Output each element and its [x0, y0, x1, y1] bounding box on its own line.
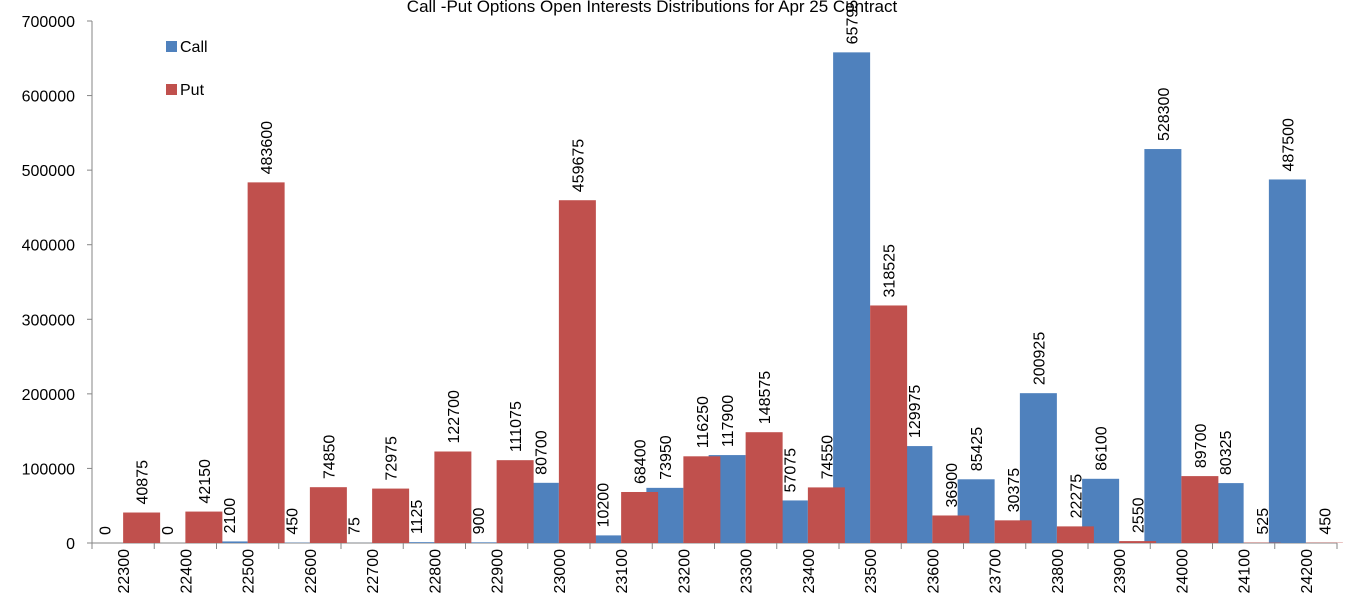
x-tick-label: 24100 — [1237, 549, 1254, 594]
data-label-call: 450 — [284, 508, 301, 535]
legend: Call Put — [166, 39, 208, 99]
data-label-put: 40875 — [135, 460, 152, 505]
data-label-put: 483600 — [259, 121, 276, 174]
x-tick-label: 22700 — [365, 549, 382, 594]
data-label-call: 86100 — [1094, 426, 1111, 471]
bar-put — [248, 182, 285, 543]
x-tick-label: 23100 — [614, 549, 631, 594]
data-label-put: 116250 — [695, 396, 712, 448]
data-label-put: 525 — [1255, 508, 1272, 535]
data-label-call: 0 — [98, 526, 115, 535]
legend-label-put: Put — [180, 82, 205, 99]
x-tick-label: 23400 — [801, 549, 818, 594]
y-tick-label: 200000 — [22, 387, 75, 404]
data-label-call: 2100 — [222, 498, 239, 534]
data-label-put: 72975 — [384, 436, 401, 481]
bar-put — [932, 515, 969, 543]
y-tick-label: 100000 — [22, 461, 75, 478]
x-tick-label: 22400 — [178, 549, 195, 594]
bar-put — [621, 492, 658, 543]
bar-put — [995, 520, 1032, 543]
data-label-put: 22275 — [1068, 474, 1085, 519]
bar-call — [1144, 149, 1181, 543]
data-label-call: 129975 — [907, 385, 924, 438]
data-label-call: 80700 — [533, 430, 550, 475]
data-label-put: 459675 — [570, 139, 587, 192]
bar-put — [185, 512, 222, 543]
data-label-put: 30375 — [1006, 468, 1023, 513]
x-tick-label: 24000 — [1174, 549, 1191, 594]
bar-put — [434, 452, 471, 543]
bar-call — [1269, 179, 1306, 543]
x-tick-label: 23200 — [676, 549, 693, 594]
data-label-call: 1125 — [409, 500, 426, 535]
data-label-put: 111075 — [508, 401, 525, 452]
data-label-call: 75 — [347, 517, 364, 535]
data-label-put: 122700 — [446, 390, 463, 443]
x-tick-label: 22300 — [116, 549, 133, 594]
bar-put — [1057, 526, 1094, 543]
x-tick-label: 23300 — [739, 549, 756, 594]
data-label-call: 80325 — [1218, 431, 1235, 476]
legend-swatch-put — [166, 84, 177, 95]
x-tick-label: 23500 — [863, 549, 880, 594]
data-label-put: 89700 — [1193, 424, 1210, 469]
bar-put — [497, 460, 534, 543]
bar-put — [1181, 476, 1218, 543]
y-tick-label: 300000 — [22, 312, 75, 329]
data-label-put: 2550 — [1131, 497, 1148, 533]
data-label-put: 318525 — [882, 244, 899, 297]
x-tick-label: 23600 — [925, 549, 942, 594]
x-tick-label: 23900 — [1112, 549, 1129, 594]
x-tick-label: 23700 — [988, 549, 1005, 594]
bar-put — [746, 432, 783, 543]
bar-put — [808, 487, 845, 543]
y-tick-label: 500000 — [22, 163, 75, 180]
y-tick-label: 600000 — [22, 89, 75, 106]
bar-put — [870, 305, 907, 543]
data-label-call: 657950 — [845, 0, 862, 44]
bar-put — [683, 456, 720, 543]
x-tick-label: 22600 — [303, 549, 320, 594]
bar-put — [310, 487, 347, 543]
x-tick-label: 22900 — [490, 549, 507, 594]
data-label-call: 487500 — [1280, 118, 1297, 171]
data-label-put: 68400 — [633, 439, 650, 484]
data-label-put: 450 — [1317, 508, 1334, 535]
data-label-call: 10200 — [596, 483, 613, 528]
bar-put — [559, 200, 596, 543]
bar-call — [833, 52, 870, 543]
data-label-call: 200925 — [1031, 332, 1048, 385]
data-label-call: 57075 — [782, 448, 799, 493]
bar-put — [123, 513, 160, 543]
data-label-put: 42150 — [197, 459, 214, 504]
y-tick-label: 400000 — [22, 238, 75, 255]
data-label-call: 900 — [471, 508, 488, 535]
y-tick-label: 0 — [66, 536, 75, 553]
data-label-call: 85425 — [969, 427, 986, 472]
data-label-put: 74850 — [321, 435, 338, 480]
bar-put — [1119, 541, 1156, 543]
data-label-call: 0 — [160, 526, 177, 535]
legend-swatch-call — [166, 41, 177, 52]
bar-put — [372, 489, 409, 543]
data-label-call: 117900 — [720, 395, 737, 447]
chart-title: Call -Put Options Open Interests Distrib… — [407, 0, 898, 16]
y-tick-label: 700000 — [22, 14, 75, 31]
data-label-put: 148575 — [757, 371, 774, 424]
data-label-call: 73950 — [658, 435, 675, 480]
data-label-call: 528300 — [1156, 88, 1173, 141]
data-label-put: 36900 — [944, 463, 961, 508]
x-tick-label: 22800 — [427, 549, 444, 594]
x-tick-label: 23800 — [1050, 549, 1067, 594]
x-tick-label: 23000 — [552, 549, 569, 594]
legend-label-call: Call — [180, 39, 208, 56]
x-tick-label: 24200 — [1299, 549, 1316, 594]
x-tick-label: 22500 — [241, 549, 258, 594]
data-label-put: 74550 — [819, 435, 836, 480]
